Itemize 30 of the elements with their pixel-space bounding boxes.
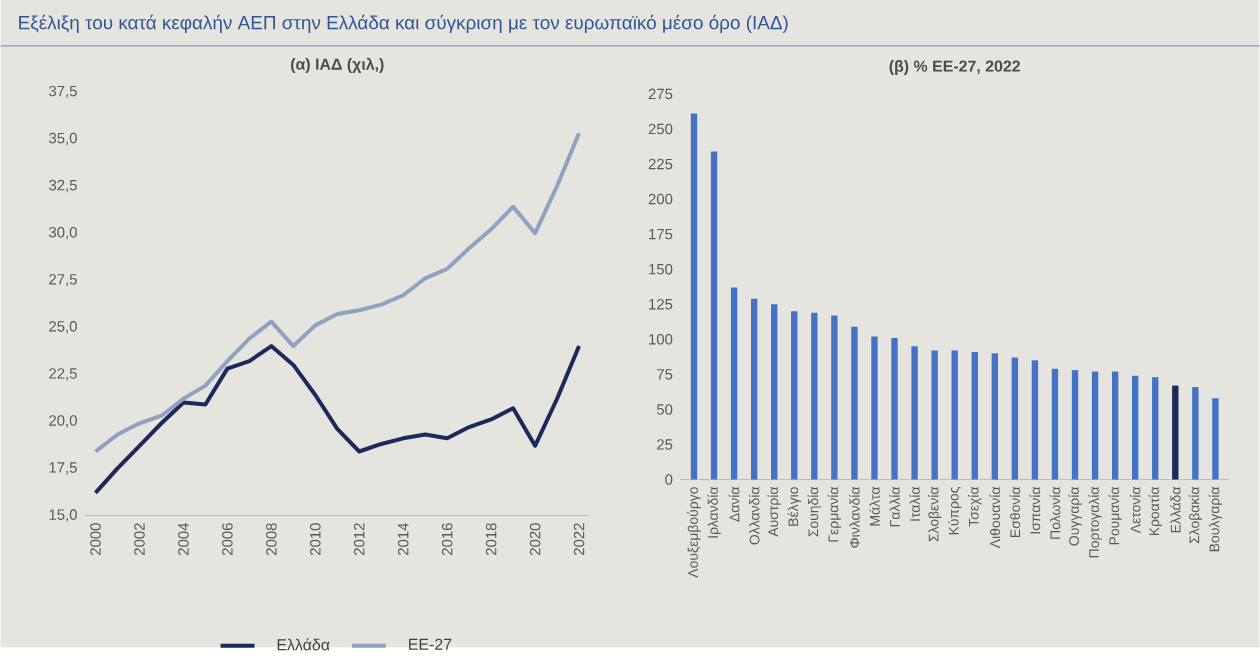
bar	[911, 346, 918, 480]
bar	[831, 315, 838, 480]
bar	[991, 353, 998, 480]
bar	[1011, 357, 1019, 480]
bar	[871, 336, 878, 480]
line-series	[93, 344, 582, 496]
bar	[710, 151, 718, 480]
bar	[1031, 360, 1039, 480]
bar	[750, 299, 758, 480]
bar	[1051, 369, 1059, 480]
bar	[1152, 377, 1159, 480]
chart-title: Εξέλιξη του κατά κεφαλήν ΑΕΠ στην Ελλάδα και σύγκριση με τον ευρωπαϊκό μέσο όρο (ΙΑΔ)	[19, 15, 788, 34]
line-series	[93, 131, 582, 454]
bar	[690, 113, 698, 480]
bar	[1071, 370, 1079, 480]
bar	[1111, 371, 1119, 480]
bar	[811, 313, 818, 480]
bar	[851, 327, 858, 480]
bar	[771, 304, 778, 480]
bar	[931, 350, 938, 480]
bar	[1172, 385, 1179, 480]
bar	[891, 338, 898, 480]
bar	[1192, 387, 1199, 480]
bar	[1212, 398, 1219, 480]
bar	[951, 350, 958, 480]
bar	[791, 311, 798, 480]
bar	[730, 287, 738, 480]
bar	[1091, 371, 1099, 480]
bar	[971, 352, 978, 480]
bar	[1132, 376, 1139, 480]
